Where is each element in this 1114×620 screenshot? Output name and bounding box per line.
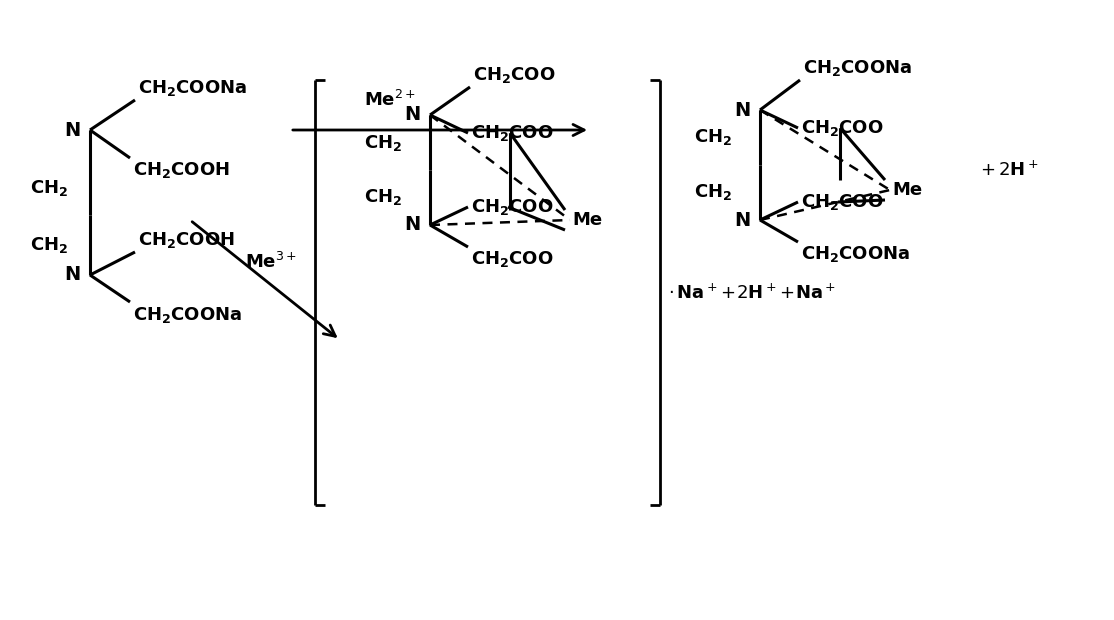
Text: $\mathregular{CH_2COONa}$: $\mathregular{CH_2COONa}$ xyxy=(133,305,242,325)
Text: $\mathregular{CH_2}$: $\mathregular{CH_2}$ xyxy=(694,182,732,202)
Text: N: N xyxy=(63,265,80,285)
Text: N: N xyxy=(404,216,420,234)
Text: $\mathregular{CH_2COONa}$: $\mathregular{CH_2COONa}$ xyxy=(138,78,247,98)
Text: $\mathregular{CH_2COONa}$: $\mathregular{CH_2COONa}$ xyxy=(803,58,912,78)
Text: Me$^{2+}$: Me$^{2+}$ xyxy=(364,90,416,110)
Text: $\mathregular{CH_2COO}$: $\mathregular{CH_2COO}$ xyxy=(471,123,554,143)
Text: $\cdot\,\mathregular{Na}^+\!+\!2\mathregular{H}^+\!+\!\mathregular{Na}^+$: $\cdot\,\mathregular{Na}^+\!+\!2\mathreg… xyxy=(668,283,837,303)
Text: $\mathregular{CH_2COO}$: $\mathregular{CH_2COO}$ xyxy=(471,197,554,217)
Text: N: N xyxy=(734,100,750,120)
Text: $\mathregular{CH_2COO}$: $\mathregular{CH_2COO}$ xyxy=(801,192,883,212)
Text: $+\,2\mathregular{H}^+$: $+\,2\mathregular{H}^+$ xyxy=(980,161,1038,180)
Text: $\mathregular{CH_2}$: $\mathregular{CH_2}$ xyxy=(694,127,732,147)
Text: $\mathregular{CH_2COO}$: $\mathregular{CH_2COO}$ xyxy=(471,249,554,269)
Text: Me$^{3+}$: Me$^{3+}$ xyxy=(245,252,297,272)
Text: $\mathregular{CH_2}$: $\mathregular{CH_2}$ xyxy=(30,235,68,255)
Text: $\mathregular{CH_2COO}$: $\mathregular{CH_2COO}$ xyxy=(473,65,556,85)
Text: Me: Me xyxy=(892,181,922,199)
Text: $\mathregular{CH_2}$: $\mathregular{CH_2}$ xyxy=(364,133,402,153)
Text: $\mathregular{CH_2}$: $\mathregular{CH_2}$ xyxy=(30,178,68,198)
Text: N: N xyxy=(63,120,80,140)
Text: $\mathregular{CH_2COOH}$: $\mathregular{CH_2COOH}$ xyxy=(133,160,229,180)
Text: $\mathregular{CH_2COOH}$: $\mathregular{CH_2COOH}$ xyxy=(138,230,235,250)
Text: $\mathregular{CH_2COO}$: $\mathregular{CH_2COO}$ xyxy=(801,118,883,138)
Text: N: N xyxy=(734,211,750,229)
Text: Me: Me xyxy=(571,211,603,229)
Text: N: N xyxy=(404,105,420,125)
Text: $\mathregular{CH_2}$: $\mathregular{CH_2}$ xyxy=(364,187,402,207)
Text: $\mathregular{CH_2COONa}$: $\mathregular{CH_2COONa}$ xyxy=(801,244,910,264)
